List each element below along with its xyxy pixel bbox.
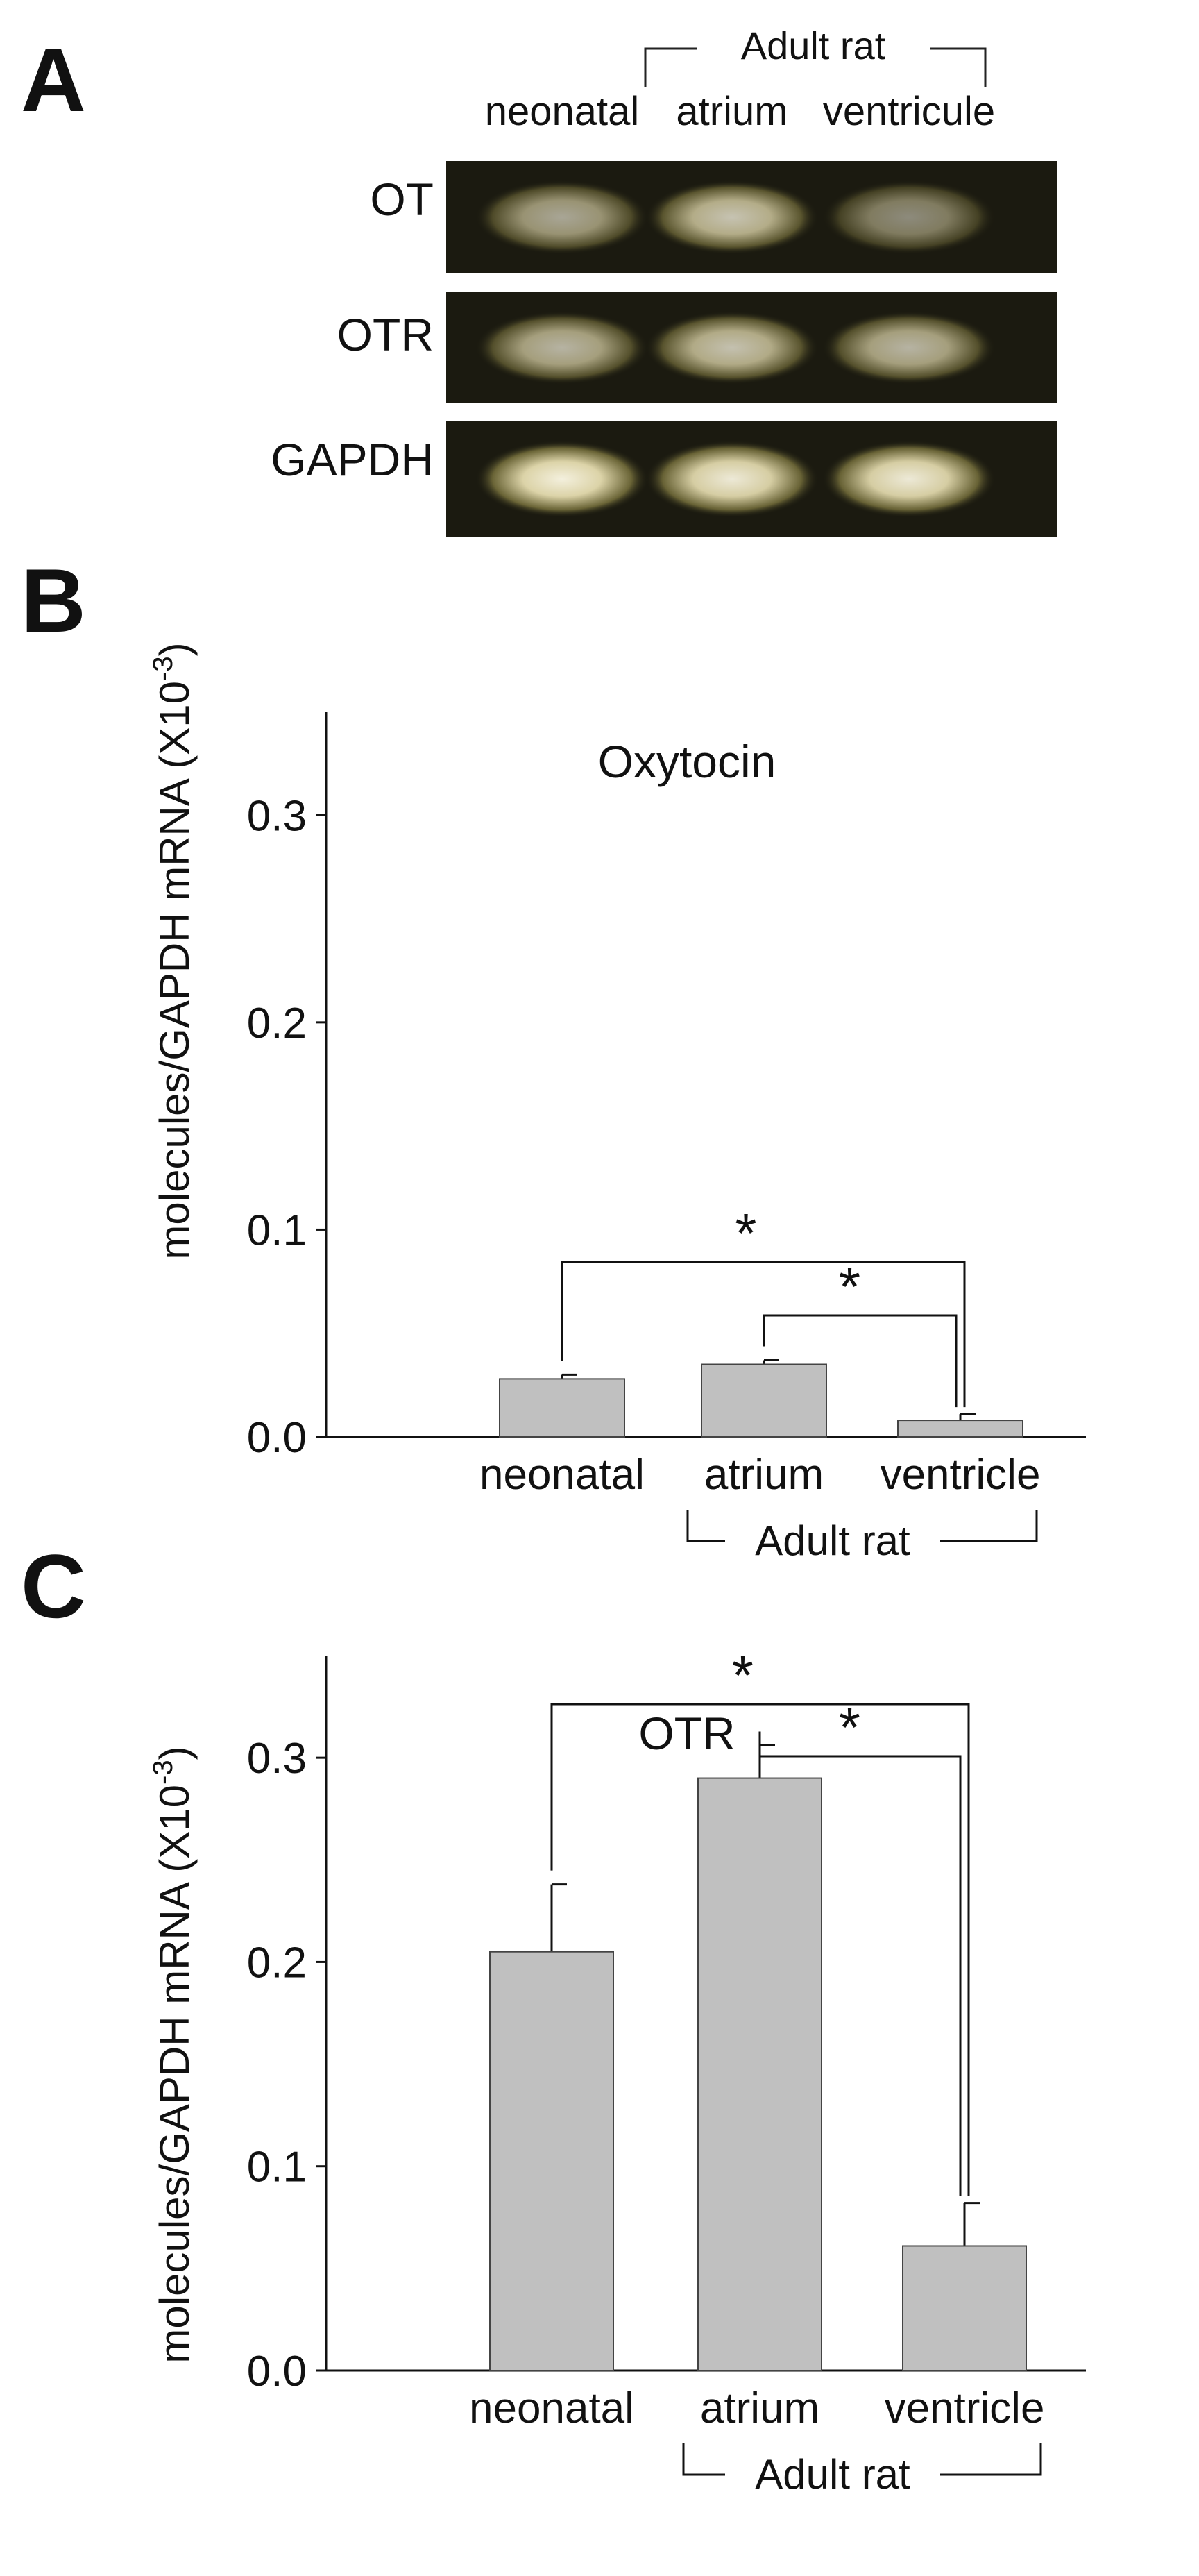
y-tick-label: 0.3 xyxy=(247,792,307,840)
significance-star: * xyxy=(735,1202,756,1264)
x-tick-label: neonatal xyxy=(469,2384,634,2432)
panel-b-title: Oxytocin xyxy=(598,736,776,787)
significance-star: * xyxy=(732,1644,754,1706)
panel-b-y-axis-label: molecules/GAPDH mRNA (X10-3) xyxy=(148,642,198,1259)
bar-neonatal xyxy=(499,1378,625,1438)
x-tick-label: ventricle xyxy=(881,1451,1041,1499)
x-tick-label: ventricle xyxy=(885,2384,1045,2432)
x-tick-label: neonatal xyxy=(479,1451,645,1499)
group-label: Adult rat xyxy=(755,2451,910,2498)
gel-band xyxy=(822,311,996,385)
bar-atrium xyxy=(697,1777,822,2372)
significance-bracket xyxy=(763,1314,958,1408)
gel-band xyxy=(475,180,649,255)
group-bracket xyxy=(686,1510,1038,1542)
panel-c-y-axis-label: molecules/GAPDH mRNA (X10-3) xyxy=(148,1746,198,2363)
panel-b-chart: B Oxytocin molecules/GAPDH mRNA (X10-3) … xyxy=(21,550,1086,1564)
gel-band xyxy=(475,440,649,518)
bar-neonatal xyxy=(489,1951,614,2372)
gel-band xyxy=(645,311,819,385)
panel-c-chart: C OTR molecules/GAPDH mRNA (X10-3) 0.0 0.… xyxy=(21,1535,1086,2498)
panel-a-lane-label-neonatal: neonatal xyxy=(485,89,640,134)
gel-band xyxy=(475,311,649,385)
y-tick-label: 0.1 xyxy=(247,2144,307,2191)
group-label: Adult rat xyxy=(755,1517,910,1564)
panel-a-lane-label-atrium: atrium xyxy=(676,89,788,134)
significance-star: * xyxy=(839,1697,860,1758)
panel-b-letter: B xyxy=(21,550,86,651)
gel-band xyxy=(645,180,819,255)
panel-a-group-label: Adult rat xyxy=(741,24,886,67)
significance-star: * xyxy=(839,1256,860,1318)
panel-a-gel: A Adult rat neonatal atrium ventricule O… xyxy=(21,24,1057,537)
bar-ventricle xyxy=(897,1420,1023,1438)
y-tick-label: 0.0 xyxy=(247,2348,307,2396)
x-tick-label: atrium xyxy=(704,1451,824,1499)
gel-row-label-otr: OTR xyxy=(337,309,434,360)
y-tick-label: 0.1 xyxy=(247,1206,307,1254)
gel-band xyxy=(822,180,996,255)
y-tick-label: 0.3 xyxy=(247,1735,307,1783)
bar-atrium xyxy=(701,1363,827,1438)
bar-ventricle xyxy=(902,2245,1027,2371)
significance-bracket xyxy=(758,1731,962,2196)
panel-c-title: OTR xyxy=(638,1708,735,1759)
panel-a-letter: A xyxy=(21,29,86,131)
y-tick-label: 0.2 xyxy=(247,1000,307,1047)
y-tick-label: 0.2 xyxy=(247,1939,307,1987)
significance-bracket xyxy=(561,1261,966,1408)
x-tick-label: atrium xyxy=(700,2384,819,2432)
group-bracket xyxy=(682,2443,1042,2476)
gel-band xyxy=(822,440,996,518)
gel-row-label-gapdh: GAPDH xyxy=(271,434,434,485)
gel-band xyxy=(645,440,819,518)
panel-a-group-bracket xyxy=(644,47,987,87)
gel-row-label-ot: OT xyxy=(370,174,434,225)
panel-c-letter: C xyxy=(21,1535,86,1637)
panel-a-lane-label-ventricule: ventricule xyxy=(823,89,995,134)
y-tick-label: 0.0 xyxy=(247,1414,307,1462)
significance-bracket xyxy=(550,1703,970,2196)
